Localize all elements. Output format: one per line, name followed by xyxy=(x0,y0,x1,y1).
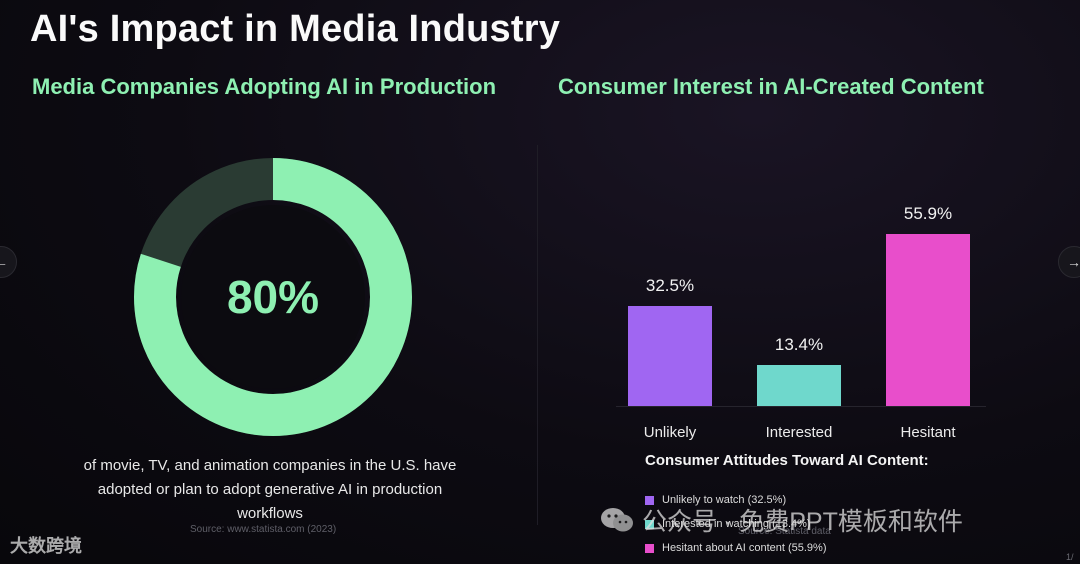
donut-caption: of movie, TV, and animation companies in… xyxy=(83,457,457,522)
next-slide-button[interactable]: → xyxy=(1058,246,1080,278)
legend-item: Unlikely to watch (32.5%) xyxy=(645,488,827,512)
bar-value-label: 55.9% xyxy=(903,203,953,223)
donut-svg xyxy=(134,158,412,436)
left-section-heading: Media Companies Adopting AI in Productio… xyxy=(32,74,497,99)
bar-hesitant xyxy=(886,233,970,406)
bar-value-label: 13.4% xyxy=(774,334,824,354)
donut-source: Source: www.statista.com (2023) xyxy=(190,524,337,535)
bar-chart-source: Source: Statista data xyxy=(738,526,831,537)
previous-slide-button[interactable]: ← xyxy=(0,246,17,278)
bar-value-label: 32.5% xyxy=(645,275,695,295)
donut-percentage-label: 80% xyxy=(226,271,320,323)
bar-unlikely xyxy=(628,305,712,406)
legend-item: Interested in watching (13.4%) xyxy=(645,512,827,536)
category-label: Hesitant xyxy=(900,424,956,441)
donut-center xyxy=(181,205,365,389)
wechat-icon xyxy=(601,508,633,532)
arrow-left-icon: ← xyxy=(0,254,8,270)
legend-swatch-unlikely xyxy=(645,495,654,505)
legend-title: Consumer Attitudes Toward AI Content: xyxy=(645,452,929,469)
legend-label: Hesitant about AI content (55.9%) xyxy=(662,542,827,554)
category-label: Interested xyxy=(765,424,833,441)
bar-chart-baseline xyxy=(616,406,986,407)
channel-watermark-text: 公众号 · 免费PPT模板和软件 xyxy=(642,508,963,536)
bar-interested xyxy=(757,364,841,406)
donut-fill-arc xyxy=(134,158,412,436)
slide-title: AI's Impact in Media Industry xyxy=(30,8,561,50)
page-indicator: 1/ xyxy=(1066,552,1074,562)
legend-item: Hesitant about AI content (55.9%) xyxy=(645,536,827,560)
adoption-donut-chart: 80% xyxy=(134,158,412,436)
channel-watermark: 公众号 · 免费PPT模板和软件 xyxy=(600,502,963,538)
section-divider xyxy=(537,145,538,525)
bar-chart-legend: Unlikely to watch (32.5%) Interested in … xyxy=(645,488,827,560)
legend-swatch-hesitant xyxy=(645,543,654,553)
legend-label: Unlikely to watch (32.5%) xyxy=(662,494,787,506)
right-section-heading: Consumer Interest in AI-Created Content xyxy=(558,74,984,99)
legend-label: Interested in watching (13.4%) xyxy=(662,518,811,530)
arrow-right-icon: → xyxy=(1067,254,1080,270)
brand-watermark: 大数跨境 xyxy=(10,536,82,556)
legend-swatch-interested xyxy=(645,519,654,529)
category-label: Unlikely xyxy=(643,424,697,441)
